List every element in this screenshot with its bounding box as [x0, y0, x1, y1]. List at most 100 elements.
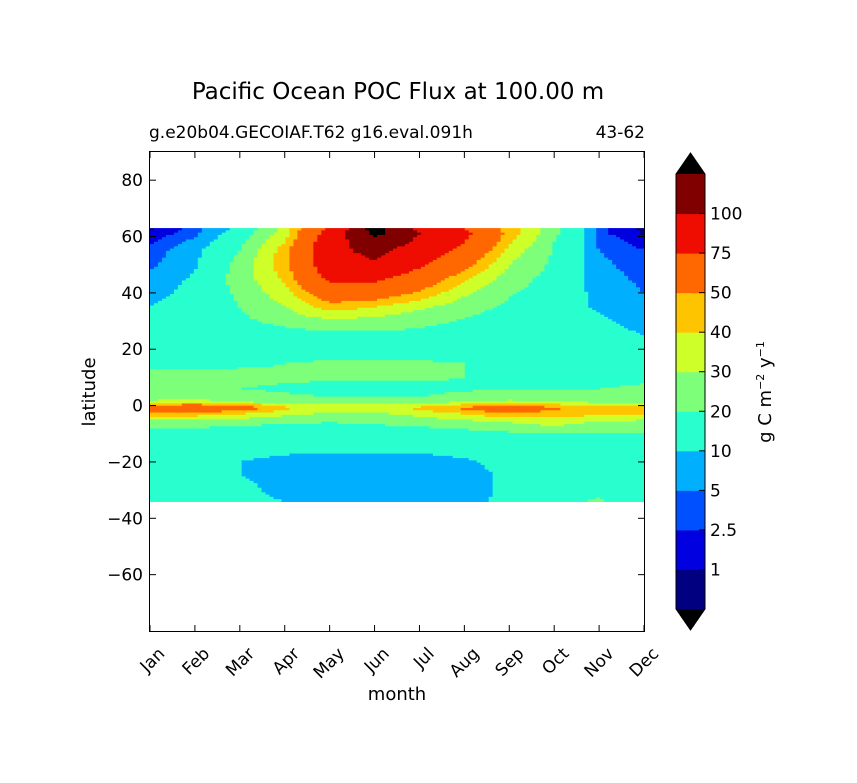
colorbar-segment	[676, 569, 705, 610]
heatmap-cell	[313, 253, 362, 257]
colorbar-tick-label: 10	[710, 442, 732, 462]
heatmap-cell	[484, 253, 502, 257]
heatmap-cell	[150, 483, 259, 487]
heatmap-cell	[552, 241, 585, 245]
heatmap-cell	[221, 410, 275, 414]
heatmap-cell	[596, 230, 609, 234]
heatmap-cell	[540, 232, 561, 236]
heatmap-cell	[560, 228, 585, 231]
heatmap-cell	[337, 421, 514, 425]
heatmap-cell	[588, 298, 645, 302]
heatmap-cell	[257, 228, 279, 231]
heatmap-cell	[209, 244, 243, 247]
heatmap-cell	[293, 239, 318, 243]
heatmap-cell	[273, 496, 490, 500]
heatmap-cell	[317, 269, 414, 272]
heatmap-cell	[508, 296, 589, 300]
heatmap-cell	[612, 259, 645, 263]
heatmap-cell	[150, 371, 466, 375]
heatmap-cell	[468, 266, 490, 270]
heatmap-cell	[472, 389, 645, 393]
heatmap-cell	[285, 326, 426, 329]
heatmap-cell	[289, 248, 314, 252]
heatmap-cell	[150, 392, 291, 395]
heatmap-cell	[321, 230, 346, 234]
heatmap-cell	[636, 282, 645, 286]
heatmap-cell	[150, 262, 159, 266]
heatmap-cell	[604, 255, 645, 259]
heatmap-cell	[432, 285, 458, 288]
heatmap-cell	[353, 248, 394, 252]
heatmap-cell	[177, 285, 231, 288]
heatmap-cell	[249, 234, 271, 238]
heatmap-cell	[512, 262, 549, 266]
heatmap-cell	[588, 300, 645, 304]
heatmap-cell	[289, 230, 299, 234]
heatmap-cell	[532, 280, 585, 284]
heatmap-cell	[197, 257, 235, 261]
heatmap-cell	[169, 248, 203, 252]
heatmap-cell	[488, 250, 506, 254]
heatmap-cell	[161, 298, 235, 302]
heatmap-cell	[584, 257, 609, 261]
heatmap-cell	[584, 237, 597, 241]
heatmap-cell	[321, 273, 402, 277]
heatmap-cell	[281, 280, 299, 284]
heatmap-cell	[297, 234, 318, 238]
heatmap-cell	[444, 303, 502, 307]
heatmap-cell	[253, 257, 275, 261]
heatmap-cell	[225, 280, 259, 284]
heatmap-cell	[584, 285, 637, 288]
heatmap-cell	[150, 499, 283, 502]
heatmap-cell	[281, 414, 414, 418]
heatmap-cell	[150, 369, 466, 373]
heatmap-cell	[428, 394, 645, 398]
heatmap-cell	[241, 246, 263, 250]
heatmap-cell	[150, 271, 195, 275]
heatmap-cell	[313, 255, 366, 259]
heatmap-cell	[456, 319, 613, 323]
heatmap-cell	[150, 360, 314, 364]
heatmap-cell	[357, 316, 466, 320]
heatmap-cell	[253, 458, 470, 461]
heatmap-cell	[150, 408, 259, 411]
heatmap-cell	[492, 474, 645, 477]
heatmap-cell	[285, 241, 295, 245]
heatmap-cell	[496, 244, 510, 247]
heatmap-cell	[524, 248, 553, 252]
heatmap-cell	[277, 230, 291, 234]
heatmap-cell	[588, 291, 645, 295]
heatmap-cell	[150, 357, 645, 361]
heatmap-cell	[150, 403, 183, 407]
heatmap-cell	[448, 275, 474, 279]
heatmap-cell	[150, 485, 259, 489]
heatmap-cell	[416, 234, 470, 238]
heatmap-cell	[150, 253, 167, 257]
heatmap-cell	[150, 480, 255, 484]
heatmap-cell	[293, 294, 314, 298]
heatmap-cell	[512, 421, 585, 425]
heatmap-cell	[504, 300, 589, 304]
heatmap-cell	[181, 282, 227, 286]
heatmap-cell	[277, 382, 641, 386]
heatmap-cell	[245, 476, 494, 480]
heatmap-cell	[528, 282, 585, 286]
heatmap-cell	[596, 241, 629, 245]
heatmap-cell	[436, 282, 462, 286]
heatmap-cell	[173, 289, 231, 293]
heatmap-cell	[620, 385, 645, 389]
heatmap-cell	[508, 298, 589, 302]
colorbar-label-exp2: −1	[754, 341, 767, 357]
heatmap-cell	[253, 269, 275, 272]
heatmap-cell	[150, 244, 179, 247]
colorbar-tick-label: 30	[710, 363, 732, 383]
colorbar-tick-label: 1	[710, 560, 721, 580]
heatmap-cell	[150, 266, 155, 270]
heatmap-cell	[600, 387, 645, 391]
heatmap-cell	[269, 494, 494, 498]
heatmap-cell	[289, 408, 414, 411]
heatmap-cell	[165, 250, 203, 254]
heatmap-cell	[456, 298, 510, 302]
heatmap-cell	[584, 228, 597, 231]
heatmap-cell	[464, 371, 645, 375]
